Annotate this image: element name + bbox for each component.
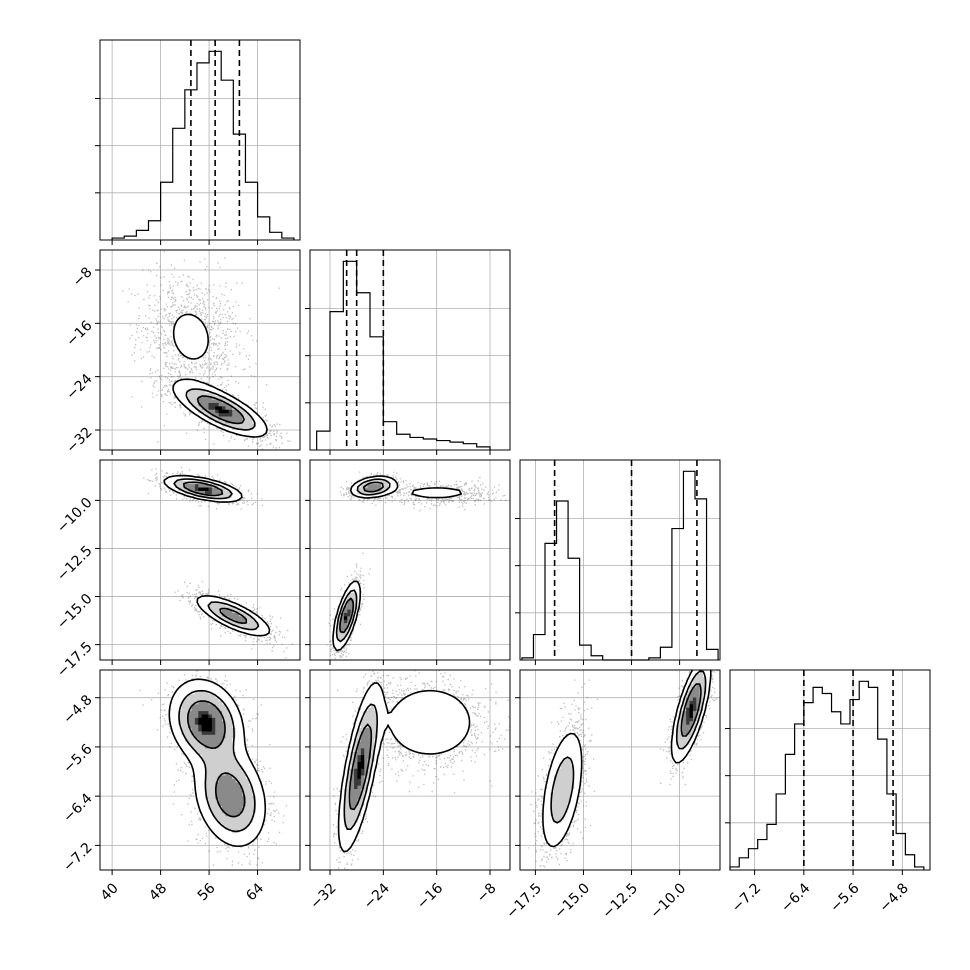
axes-frame <box>99 459 301 661</box>
histogram-panel-0 <box>95 39 301 245</box>
x-tick-label: 64 <box>243 880 267 904</box>
contour-line <box>680 683 702 737</box>
x-tick-label: 48 <box>146 880 170 904</box>
contour-line <box>550 670 707 824</box>
y-tick-label: −32 <box>63 424 95 456</box>
x-tick-label: −10.0 <box>648 880 690 922</box>
histogram-panel-2 <box>515 459 721 665</box>
x-tick-label: −8 <box>474 880 500 906</box>
contour-line <box>163 474 271 637</box>
axes-frame <box>519 669 721 871</box>
scatter-panel-1-2 <box>305 459 511 665</box>
density-layer <box>139 670 288 866</box>
x-tick-label: −17.5 <box>503 880 545 922</box>
histogram-step-3 <box>729 680 925 870</box>
x-tick-label: −5.6 <box>827 880 862 915</box>
axes-frame <box>309 669 511 871</box>
axes-frame <box>99 39 301 241</box>
x-tick-label: −15.0 <box>551 880 593 922</box>
density-layer <box>528 670 718 868</box>
x-tick-label: −24 <box>361 880 393 912</box>
histogram-step-0 <box>111 50 295 240</box>
scatter-panel-2-3: −17.5 −15.0 −12.5 −10.0 <box>503 669 721 922</box>
density-layer <box>325 471 510 659</box>
x-tick-label: −7.2 <box>729 880 764 915</box>
histogram-step-1 <box>316 260 491 450</box>
contour-line <box>187 700 246 818</box>
y-tick-label: −6.4 <box>60 790 95 825</box>
y-tick-label: −17.5 <box>54 639 96 681</box>
x-tick-label: −32 <box>307 880 339 912</box>
scatter-points <box>528 670 718 868</box>
axes-frame <box>309 249 511 451</box>
axes-frame <box>519 459 721 661</box>
axes-frame <box>309 459 511 661</box>
x-tick-label: −6.4 <box>778 880 813 915</box>
x-tick-label: −12.5 <box>599 880 641 922</box>
density-layer <box>332 670 510 870</box>
contour-line <box>339 481 384 634</box>
scatter-panel-0-1: −32 −24 −16 −8 <box>63 249 301 457</box>
y-tick-label: −4.8 <box>60 692 95 727</box>
contour-line <box>337 682 471 853</box>
scatter-points <box>325 471 510 659</box>
x-tick-label: −4.8 <box>877 880 912 915</box>
y-tick-label: −8 <box>70 264 96 290</box>
y-tick-label: −5.6 <box>60 741 95 776</box>
contour-line <box>172 313 268 438</box>
scatter-panel-1-3: −32 −24 −16 −8 <box>305 669 511 913</box>
axes-frame <box>99 669 301 871</box>
scatter-panel-0-2: −17.5 −15.0 −12.5 −10.0 <box>54 459 301 681</box>
y-tick-label: −15.0 <box>54 591 96 633</box>
contour-line <box>173 478 260 631</box>
x-tick-label: 40 <box>98 880 122 904</box>
contour-line <box>348 723 373 811</box>
y-tick-label: −16 <box>63 318 95 350</box>
y-tick-label: −7.2 <box>60 840 95 875</box>
histogram-panel-1 <box>305 249 511 455</box>
density-layer <box>143 467 293 659</box>
contour-line <box>542 670 712 848</box>
density-layer <box>122 250 291 450</box>
axes-frame <box>729 669 931 871</box>
contour-line <box>185 388 256 431</box>
axes-frame <box>99 249 301 451</box>
scatter-panel-0-3: 40 48 56 64 −7.2 −6.4 −5.6 −4.8 <box>60 669 301 904</box>
contour-line <box>183 481 248 624</box>
contour-line <box>335 478 391 643</box>
contour-line <box>343 703 378 830</box>
histogram-panel-3: −7.2 −6.4 −5.6 −4.8 <box>725 669 931 916</box>
y-tick-label: −24 <box>63 371 95 403</box>
contour-line <box>332 475 462 652</box>
contour-line <box>168 678 267 847</box>
x-tick-label: −16 <box>414 880 446 912</box>
contour-line <box>178 689 256 833</box>
y-tick-label: −10.0 <box>54 495 96 537</box>
contour-line <box>196 395 245 425</box>
x-tick-label: 56 <box>195 880 219 904</box>
y-tick-label: −12.5 <box>54 543 96 585</box>
